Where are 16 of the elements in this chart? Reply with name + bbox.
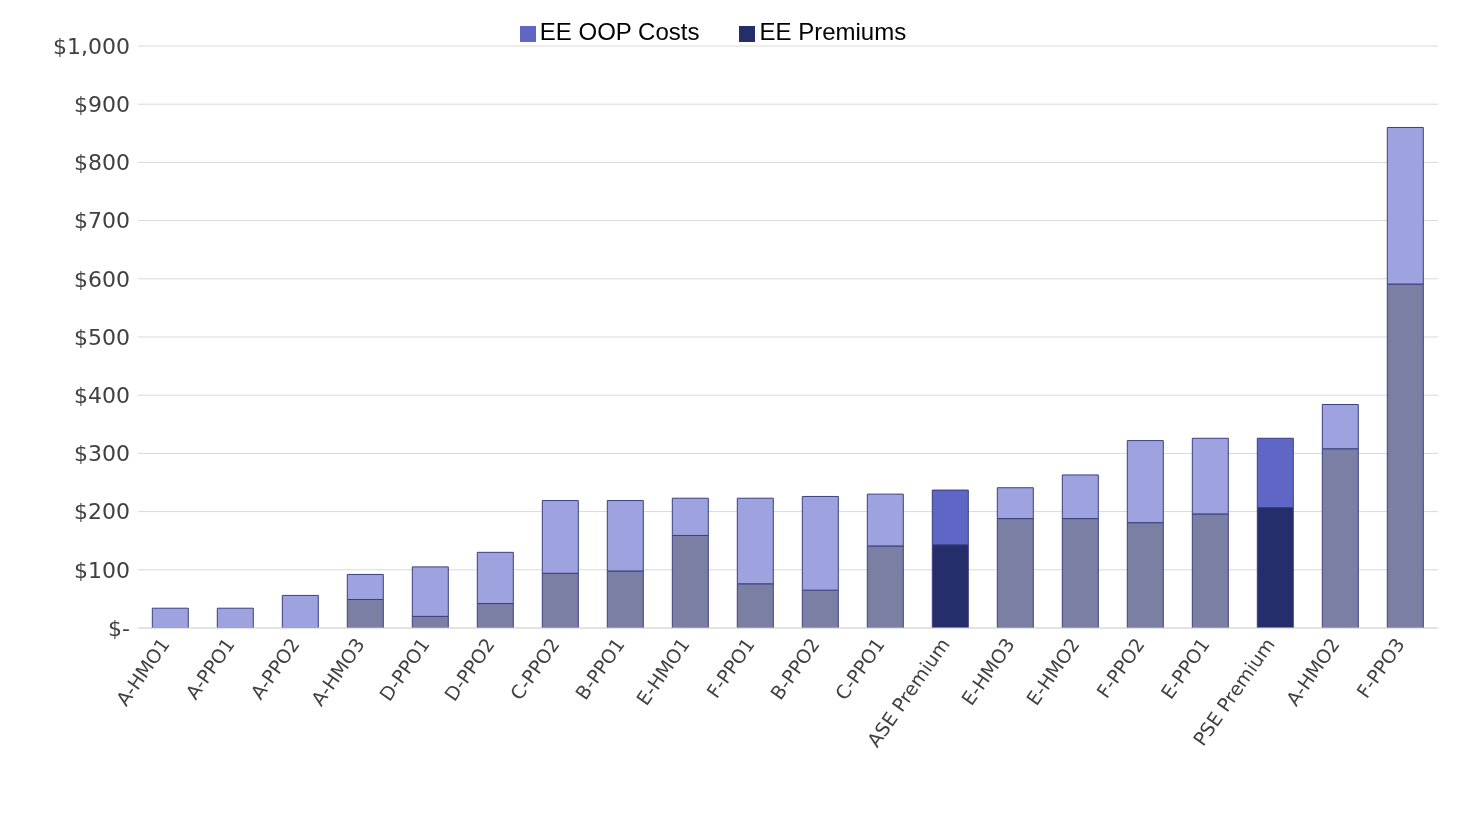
y-tick-label: $600 <box>74 266 130 292</box>
y-tick-label: $200 <box>74 499 130 525</box>
y-tick-label: $800 <box>74 150 130 176</box>
bar <box>281 594 319 628</box>
y-tick-label: $400 <box>74 383 130 409</box>
y-tick-label: $100 <box>74 557 130 583</box>
y-tick-label: $1,000 <box>53 33 130 59</box>
y-tick-label: $700 <box>74 208 130 234</box>
bar <box>216 607 254 628</box>
legend-label: EE Premiums <box>759 18 907 45</box>
bar <box>151 607 189 628</box>
y-tick-label: $500 <box>74 324 130 350</box>
y-tick-label: $900 <box>74 92 130 118</box>
legend-label: EE OOP Costs <box>539 18 700 45</box>
y-tick-label: $300 <box>74 441 130 467</box>
y-tick-label: $- <box>108 615 130 641</box>
